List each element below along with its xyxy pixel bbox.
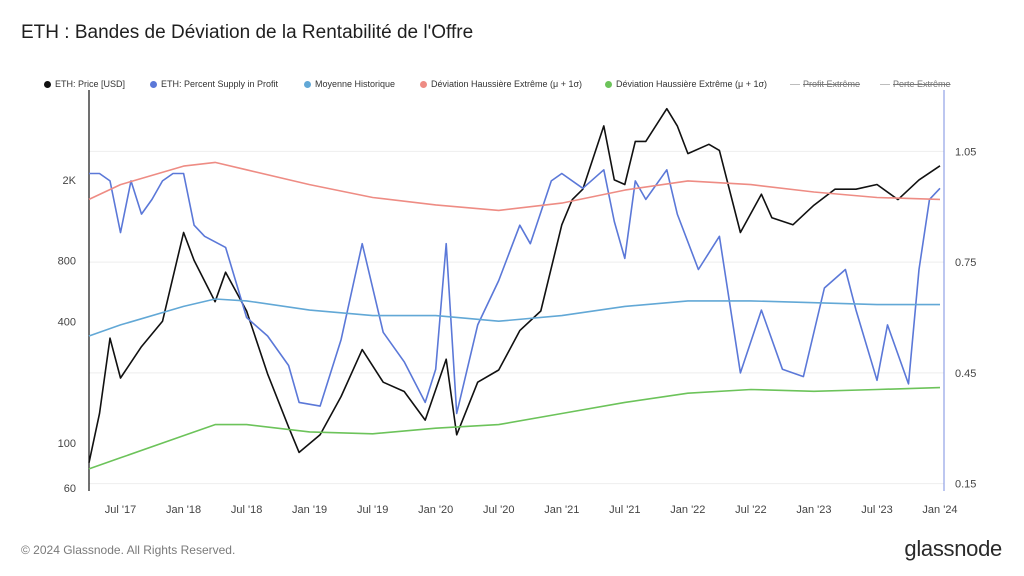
right-tick-label: 1.05	[955, 146, 976, 158]
x-tick-label: Jul '19	[357, 504, 388, 516]
x-tick-label: Jul '23	[861, 504, 892, 516]
legend-label: Perte Extrême	[893, 79, 951, 89]
x-tick-label: Jul '22	[735, 504, 766, 516]
left-tick-label: 400	[58, 316, 76, 328]
right-tick-label: 0.45	[955, 368, 976, 380]
legend-label: Moyenne Historique	[315, 79, 396, 89]
x-tick-label: Jul '20	[483, 504, 514, 516]
legend-swatch	[44, 80, 51, 88]
x-tick-label: Jan '23	[796, 504, 831, 516]
legend-swatch	[150, 80, 157, 88]
x-tick-label: Jan '20	[418, 504, 453, 516]
legend-label: Déviation Haussière Extrême (μ + 1σ)	[616, 79, 768, 89]
legend-item-historical-mean[interactable]: Moyenne Historique	[304, 79, 395, 89]
legend-label: Profit Extrême	[803, 79, 861, 89]
page-title: ETH : Bandes de Déviation de la Rentabil…	[21, 22, 474, 43]
x-tick-label: Jan '22	[670, 504, 705, 516]
copyright: © 2024 Glassnode. All Rights Reserved.	[21, 543, 236, 557]
x-tick-label: Jan '18	[166, 504, 201, 516]
legend-label: ETH: Price [USD]	[55, 79, 126, 89]
legend-label: Déviation Haussière Extrême (μ + 1σ)	[431, 79, 583, 89]
left-tick-label: 60	[64, 483, 76, 495]
legend-swatch	[605, 80, 612, 88]
legend-item-price[interactable]: ETH: Price [USD]	[44, 79, 125, 89]
right-tick-label: 0.15	[955, 479, 976, 491]
legend-label: ETH: Percent Supply in Profit	[161, 79, 279, 89]
legend-swatch	[880, 83, 890, 85]
x-tick-label: Jan '19	[292, 504, 327, 516]
left-tick-label: 800	[58, 255, 76, 267]
right-tick-label: 0.75	[955, 257, 976, 269]
left-tick-label: 2K	[63, 175, 77, 187]
series-line-4	[88, 386, 941, 470]
legend-item-lower-deviation[interactable]: Déviation Haussière Extrême (μ + 1σ)	[605, 79, 767, 89]
x-tick-label: Jan '24	[922, 504, 957, 516]
x-tick-label: Jul '17	[105, 504, 136, 516]
x-tick-label: Jan '21	[544, 504, 579, 516]
series-line-3	[88, 161, 941, 212]
series-line-0	[88, 107, 941, 463]
legend-item-extreme-loss[interactable]: Perte Extrême	[880, 79, 951, 89]
series-line-1	[89, 169, 941, 415]
brand-logo: glassnode	[904, 536, 1002, 561]
legend-swatch	[420, 80, 427, 88]
x-tick-label: Jul '21	[609, 504, 640, 516]
x-tick-label: Jul '18	[231, 504, 262, 516]
series-line-2	[88, 298, 940, 337]
legend-item-supply-profit[interactable]: ETH: Percent Supply in Profit	[150, 79, 278, 89]
legend-swatch	[304, 80, 311, 88]
legend-item-upper-deviation[interactable]: Déviation Haussière Extrême (μ + 1σ)	[420, 79, 582, 89]
left-tick-label: 100	[58, 438, 76, 450]
legend-swatch	[790, 83, 800, 85]
legend-item-extreme-profit[interactable]: Profit Extrême	[790, 79, 860, 89]
legend: ETH: Price [USD] ETH: Percent Supply in …	[44, 79, 964, 93]
